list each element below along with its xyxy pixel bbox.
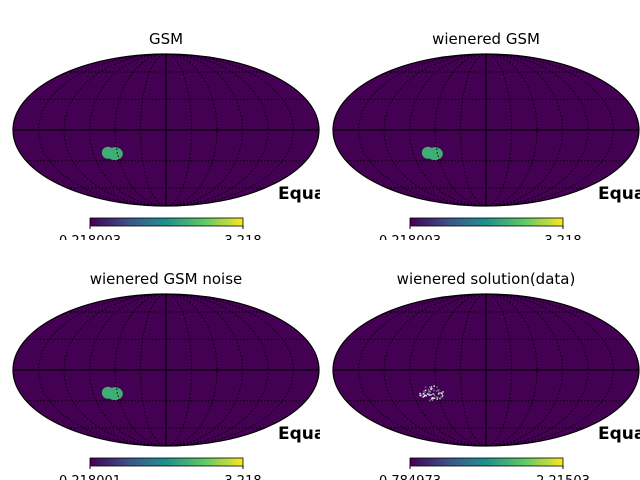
map-title: wienered GSM — [432, 30, 540, 48]
noise-pixel — [419, 394, 421, 397]
source-patch-lobe — [106, 147, 123, 161]
source-patch — [101, 146, 123, 161]
colorbar-max-label: 3.218 — [224, 474, 261, 480]
noise-pixel — [421, 393, 424, 395]
map-svg: wienered GSM Equatorial 0.218003 3.218 — [332, 30, 640, 240]
noise-pixel — [435, 390, 438, 392]
source-patch — [421, 146, 443, 161]
map-panel-2: wienered GSM Equatorial 0.218003 3.218 — [320, 0, 640, 240]
source-patch — [101, 386, 123, 401]
map-svg: wienered solution(data) Equatorial 0.78497… — [332, 270, 640, 480]
noise-pixel — [440, 392, 442, 394]
noise-pixel — [434, 395, 436, 397]
meridian-line — [165, 293, 218, 447]
noise-pixel — [431, 388, 434, 390]
colorbar-min-label: 0.218001 — [59, 474, 121, 480]
noise-pixel — [427, 392, 430, 395]
colorbar — [89, 217, 244, 227]
colorbar-min-label: 0.218003 — [59, 234, 121, 240]
noise-pixel — [430, 388, 432, 390]
map-panel-1: GSM Equatorial 0.218003 3.218 — [0, 0, 320, 240]
noise-pixel — [436, 398, 438, 400]
noise-pixel — [432, 397, 434, 400]
noise-pixel — [437, 389, 439, 391]
noise-pixel — [433, 397, 436, 399]
meridian-line — [114, 53, 167, 207]
noise-pixel — [424, 394, 426, 396]
meridian-line — [434, 293, 487, 447]
colorbar — [89, 457, 244, 467]
meridian-line — [165, 53, 218, 207]
colorbar — [409, 457, 564, 467]
colorbar-max-label: 3.218 — [224, 234, 261, 240]
noise-pixel — [442, 391, 444, 393]
noise-pixel — [422, 392, 425, 395]
noise-pixel — [430, 386, 433, 388]
map-svg: wienered GSM noise Equatorial 0.218001 3.21… — [12, 270, 320, 480]
noise-pixel — [428, 394, 431, 396]
coord-system-label: Equatorial — [598, 424, 640, 444]
map-border — [12, 293, 320, 447]
noise-pixel — [438, 392, 440, 395]
map-border — [332, 293, 640, 447]
map-panel-3: wienered GSM noise Equatorial 0.218001 3.21… — [0, 240, 320, 480]
map-panel-4: wienered solution(data) Equatorial 0.78497… — [320, 240, 640, 480]
noise-pixel — [437, 391, 439, 393]
noise-pixel — [436, 386, 438, 388]
noise-pixel — [422, 396, 424, 398]
meridian-line — [434, 53, 487, 207]
noise-pixel — [427, 389, 430, 391]
noise-pixel — [424, 391, 426, 393]
noise-pixel — [433, 385, 435, 387]
colorbar-min-label: 0.784973 — [379, 474, 441, 480]
noise-pixel — [423, 395, 425, 398]
coord-system-label: Equatorial — [278, 424, 320, 444]
noise-pixel — [439, 397, 441, 400]
noise-pixel — [433, 393, 436, 396]
colorbar-max-label: 2.21503 — [536, 474, 590, 480]
map-title: wienered GSM noise — [90, 270, 243, 288]
coord-system-label: Equatorial — [278, 184, 320, 204]
noise-pixel — [419, 392, 421, 395]
colorbar-min-label: 0.218003 — [379, 234, 441, 240]
meridian-line — [485, 293, 538, 447]
colorbar-max-label: 3.218 — [544, 234, 581, 240]
map-svg: GSM Equatorial 0.218003 3.218 — [12, 30, 320, 240]
map-title: GSM — [149, 30, 183, 48]
source-patch-lobe — [106, 387, 123, 401]
noise-pixel — [441, 396, 443, 398]
coord-system-label: Equatorial — [598, 184, 640, 204]
noise-pixel — [426, 393, 429, 395]
noise-pixel — [424, 386, 427, 388]
noise-pixel — [433, 389, 435, 392]
noise-pixel — [441, 395, 444, 397]
noise-pixel — [431, 397, 434, 399]
noise-pixel — [428, 391, 430, 393]
meridian-line — [485, 53, 538, 207]
map-title: wienered solution(data) — [397, 270, 576, 288]
noise-pixel — [441, 393, 443, 395]
noise-pixel — [423, 390, 425, 393]
noise-pixel — [428, 386, 431, 388]
noise-pixel — [424, 389, 427, 392]
meridian-line — [114, 293, 167, 447]
colorbar — [409, 217, 564, 227]
noise-pixel — [430, 394, 432, 396]
map-border — [332, 53, 640, 207]
noise-pixel — [431, 399, 434, 402]
noise-pixel — [425, 395, 427, 397]
source-patch-lobe — [426, 147, 443, 161]
map-border — [12, 53, 320, 207]
noise-pixel — [438, 392, 441, 394]
noise-pixel — [432, 393, 434, 395]
noise-pixel — [431, 398, 433, 400]
noise-pixel — [438, 389, 440, 391]
noise-pixel — [428, 390, 430, 392]
